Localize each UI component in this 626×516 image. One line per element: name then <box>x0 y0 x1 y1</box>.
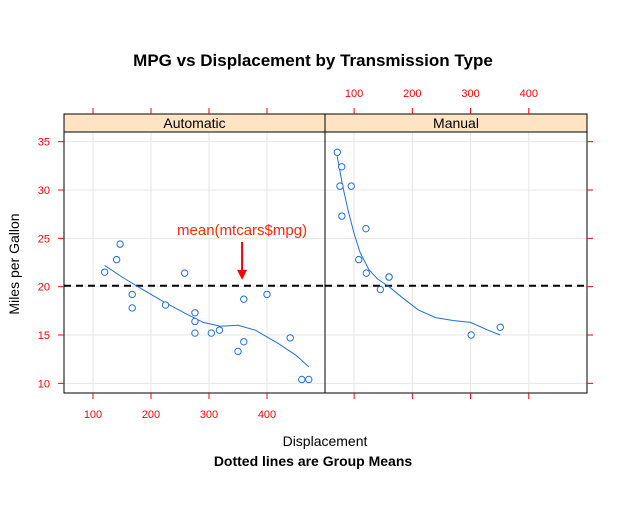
annotation-label: mean(mtcars$mpg) <box>177 222 307 239</box>
data-point <box>215 326 224 334</box>
data-point <box>161 301 170 309</box>
data-point <box>128 304 136 312</box>
data-point <box>112 255 121 264</box>
data-point <box>180 269 189 277</box>
y-tick-label: 20 <box>38 282 50 294</box>
x-tick-label: 200 <box>142 409 160 421</box>
data-point <box>347 182 355 190</box>
y-tick-label: 15 <box>38 330 50 342</box>
x-tick-label: 100 <box>84 409 102 421</box>
data-point <box>336 182 344 190</box>
x-tick-label: 400 <box>258 409 276 421</box>
smooth-line-automatic <box>104 264 310 368</box>
x-axis-label: Displacement <box>283 433 368 449</box>
data-point <box>100 268 109 276</box>
y-tick-label: 10 <box>38 378 50 390</box>
data-point <box>234 347 242 356</box>
data-point <box>467 331 475 339</box>
x-tick-label: 100 <box>345 88 363 100</box>
plot-area: Automatic 100 200 300 400 Manual 100 200 300 400 1… <box>38 88 593 421</box>
data-point <box>385 273 393 281</box>
data-point <box>191 309 199 317</box>
annotation-arrowhead <box>237 269 248 280</box>
x-tick-label: 400 <box>520 88 538 100</box>
y-tick-label: 25 <box>38 233 50 245</box>
y-tick-label: 35 <box>38 137 50 149</box>
data-point <box>338 163 346 171</box>
data-point <box>263 290 271 299</box>
data-point <box>240 295 248 303</box>
data-point <box>355 255 363 264</box>
smooth-line-manual <box>336 156 501 336</box>
data-point <box>207 329 216 337</box>
data-point <box>298 375 306 384</box>
data-point <box>362 269 371 277</box>
data-point <box>305 375 313 384</box>
data-point <box>191 317 199 326</box>
y-tick-label: 30 <box>38 185 50 197</box>
x-tick-label: 300 <box>461 88 479 100</box>
panel-border-automatic <box>63 131 326 394</box>
chart-subtitle: Dotted lines are Group Means <box>214 453 413 469</box>
data-point <box>191 329 199 337</box>
data-point <box>240 338 248 346</box>
data-point <box>496 323 504 331</box>
data-point <box>376 285 385 294</box>
y-axis-label: Miles per Gallon <box>6 213 22 314</box>
strip-label-manual: Manual <box>433 115 479 131</box>
data-point <box>116 240 124 248</box>
x-tick-label: 300 <box>200 409 218 421</box>
chart-title: MPG vs Displacement by Transmission Type <box>133 51 493 70</box>
data-point <box>362 224 370 233</box>
panel-border-manual <box>324 131 588 394</box>
data-point <box>286 334 294 342</box>
x-tick-label: 200 <box>403 88 421 100</box>
data-point <box>128 290 136 299</box>
strip-label-automatic: Automatic <box>163 115 225 131</box>
data-point <box>333 148 341 157</box>
data-point <box>338 212 346 220</box>
